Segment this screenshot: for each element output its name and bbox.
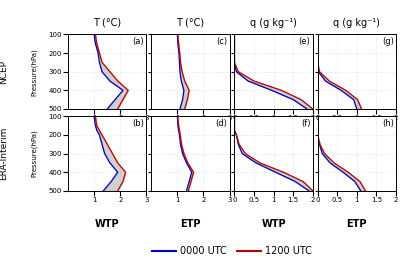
Text: T (°C): T (°C): [93, 18, 121, 28]
Text: WTP: WTP: [95, 219, 120, 229]
Text: ETP: ETP: [180, 219, 201, 229]
Text: T (°C): T (°C): [176, 18, 204, 28]
Text: Pressure(hPa): Pressure(hPa): [31, 48, 37, 96]
Text: (g): (g): [382, 37, 394, 46]
Text: (d): (d): [216, 118, 227, 127]
Text: (a): (a): [132, 37, 144, 46]
Text: q (g kg⁻¹): q (g kg⁻¹): [250, 18, 297, 28]
Text: (b): (b): [132, 118, 144, 127]
Text: q (g kg⁻¹): q (g kg⁻¹): [333, 18, 380, 28]
Legend: 0000 UTC, 1200 UTC: 0000 UTC, 1200 UTC: [148, 242, 316, 260]
Text: WTP: WTP: [261, 219, 286, 229]
Text: (h): (h): [382, 118, 394, 127]
Text: NCEP: NCEP: [0, 60, 8, 84]
Text: (f): (f): [301, 118, 310, 127]
Text: Pressure(hPa): Pressure(hPa): [31, 130, 37, 178]
Text: (e): (e): [299, 37, 310, 46]
Text: (c): (c): [216, 37, 227, 46]
Text: ERA-Interim: ERA-Interim: [0, 127, 8, 180]
Text: ETP: ETP: [346, 219, 367, 229]
